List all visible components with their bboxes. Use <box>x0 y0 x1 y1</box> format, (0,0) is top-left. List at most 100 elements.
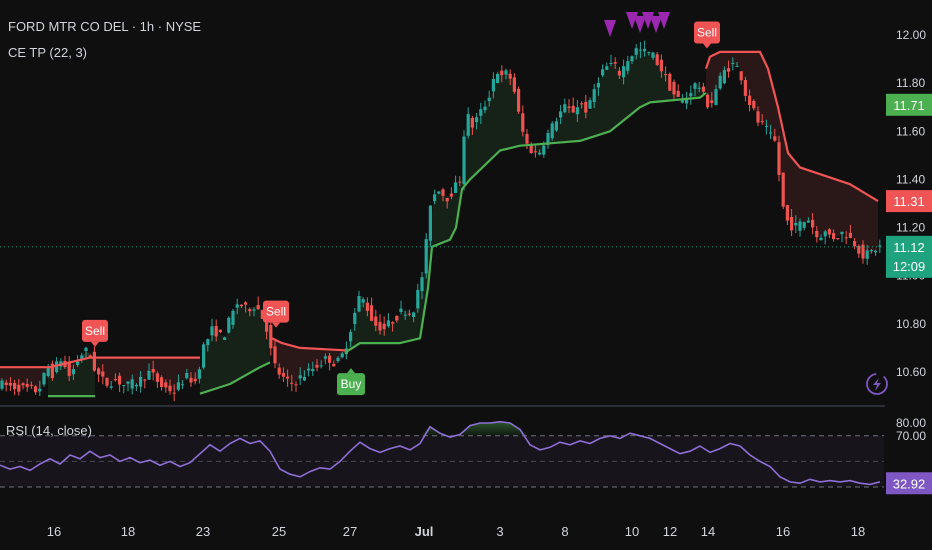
upper-stop-badge-text: 11.71 <box>893 98 925 113</box>
candle-body <box>769 132 773 134</box>
candle-body <box>454 182 458 193</box>
candle-body <box>525 133 529 144</box>
candle-body <box>193 378 197 382</box>
candle-body <box>676 90 680 97</box>
candle-body <box>874 250 878 253</box>
candle-body <box>336 357 340 361</box>
candle-body <box>521 113 525 132</box>
time-tick-8: 10 <box>625 524 639 539</box>
candle-body <box>605 66 609 70</box>
candle-body <box>840 231 844 235</box>
short_stop-line-1 <box>271 337 346 352</box>
signal-text: Sell <box>85 324 105 338</box>
candle-body <box>172 392 176 394</box>
candle-body <box>181 384 185 386</box>
candle-body <box>235 304 239 308</box>
candle-body <box>550 123 554 139</box>
replay-icon[interactable] <box>866 373 888 395</box>
candle-body <box>811 219 815 228</box>
candle-body <box>34 386 38 393</box>
signal-sell-0: Sell <box>82 319 108 347</box>
candle-body <box>806 220 810 223</box>
candle-body <box>445 197 449 202</box>
candle-body <box>798 221 802 231</box>
time-tick-10: 14 <box>701 524 715 539</box>
candle-body <box>567 106 571 108</box>
candle-body <box>714 89 718 106</box>
candle-body <box>21 383 25 386</box>
symbol-title[interactable]: FORD MTR CO DEL · 1h · NYSE <box>8 19 202 34</box>
candle-body <box>512 77 516 92</box>
candle-body <box>596 83 600 88</box>
candle-body <box>563 104 567 113</box>
time-tick-3: 25 <box>272 524 286 539</box>
candle-body <box>38 388 42 392</box>
candle-body <box>857 245 861 254</box>
candle-body <box>559 111 563 118</box>
candle-body <box>626 61 630 71</box>
time-tick-0: 16 <box>47 524 61 539</box>
candle-body <box>189 377 193 383</box>
candle-body <box>113 379 117 381</box>
candle-body <box>168 385 172 392</box>
signal-pointer <box>272 322 280 328</box>
time-tick-7: 8 <box>561 524 568 539</box>
candle-body <box>773 136 777 141</box>
candle-body <box>302 377 306 381</box>
candle-body <box>680 100 684 103</box>
candle-body <box>630 56 634 62</box>
signal-box <box>337 373 365 396</box>
long_stop-fill-2 <box>345 49 706 355</box>
candle-body <box>790 217 794 231</box>
countdown-text: 12:09 <box>893 259 926 274</box>
time-tick-12: 18 <box>851 524 865 539</box>
candle-body <box>8 382 12 386</box>
candle-body <box>655 54 659 65</box>
candle-body <box>315 364 319 368</box>
upper-stop-badge-box <box>886 93 932 116</box>
candle-body <box>277 367 281 375</box>
price-tick-6: 10.80 <box>896 317 926 331</box>
candle-body <box>844 237 848 239</box>
price-tick-3: 11.40 <box>896 172 925 186</box>
candle-body <box>97 368 101 375</box>
candle-body <box>286 376 290 379</box>
candle-body <box>80 355 84 360</box>
rsi-line <box>0 420 881 486</box>
indicator-legend[interactable]: CE TP (22, 3) <box>8 45 87 60</box>
candle-body <box>273 346 277 364</box>
candle-body <box>504 70 508 75</box>
candle-body <box>29 384 33 386</box>
candle-body <box>92 351 96 371</box>
candle-body <box>546 133 550 145</box>
candle-body <box>143 379 147 381</box>
lower-stop-badge-box <box>886 190 932 213</box>
candle-body <box>718 75 722 89</box>
candle-body <box>731 62 735 64</box>
candle-body <box>374 316 378 326</box>
time-axis[interactable]: 16 18 23 25 27 Jul 3 8 10 12 14 16 18 <box>47 524 865 539</box>
candle-body <box>139 376 143 387</box>
candle-body <box>155 373 159 382</box>
candle-body <box>391 322 395 324</box>
candle-body <box>0 380 4 389</box>
time-tick-4: 27 <box>343 524 357 539</box>
candle-body <box>130 379 134 389</box>
candle-body <box>25 384 29 387</box>
short_stop-line-0 <box>0 356 200 369</box>
signal-sell-1: Sell <box>263 300 289 328</box>
candle-body <box>319 365 323 367</box>
candle-body <box>878 245 882 247</box>
candle-body <box>533 151 537 153</box>
time-tick-2: 23 <box>196 524 210 539</box>
rsi-value-badge: 32.92 <box>886 472 932 495</box>
rsi-legend[interactable]: RSI (14, close) <box>6 423 92 438</box>
candle-body <box>361 299 365 303</box>
candle-body <box>126 381 130 384</box>
candle-body <box>764 125 768 127</box>
candle-body <box>634 48 638 55</box>
triangle-marker-icon <box>658 12 670 29</box>
candle-body <box>265 318 269 332</box>
